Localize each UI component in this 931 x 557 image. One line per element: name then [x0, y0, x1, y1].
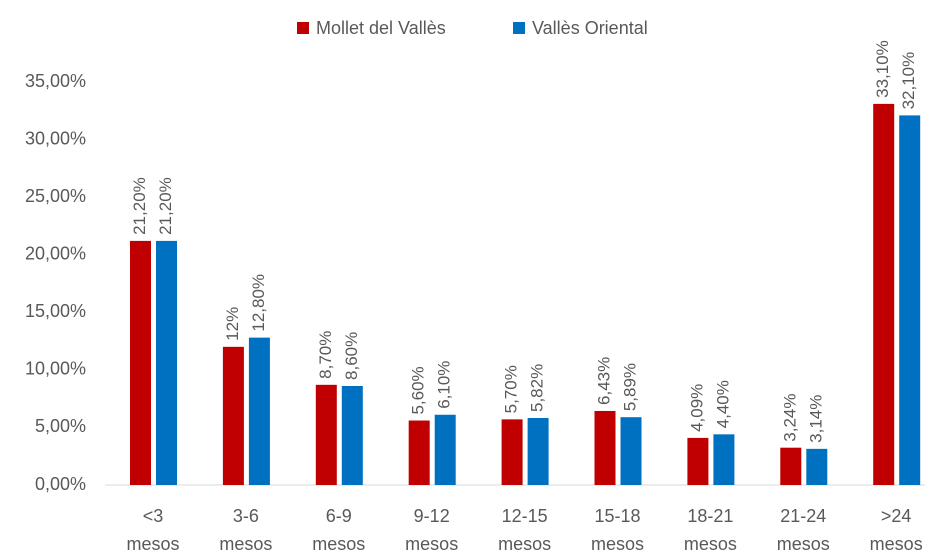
y-tick-label: 5,00% — [35, 416, 86, 436]
value-label: 8,60% — [342, 332, 361, 380]
bar — [527, 417, 549, 485]
legend-swatch — [513, 22, 525, 34]
value-label: 8,70% — [316, 331, 335, 379]
y-tick-label: 25,00% — [25, 186, 86, 206]
x-tick-label: >24 mesos — [869, 506, 923, 554]
y-tick-label: 35,00% — [25, 71, 86, 91]
value-label: 4,40% — [713, 380, 732, 428]
value-label: 4,09% — [687, 384, 706, 432]
value-label: 5,82% — [528, 364, 547, 412]
value-label: 33,10% — [873, 40, 892, 98]
bar — [620, 417, 642, 485]
value-label: 5,70% — [502, 365, 521, 413]
bar — [806, 448, 828, 485]
y-tick-label: 30,00% — [25, 128, 86, 148]
bar — [156, 240, 177, 485]
value-label: 6,43% — [594, 357, 613, 405]
value-label: 3,14% — [806, 395, 825, 443]
legend-swatch — [297, 22, 309, 34]
bar — [501, 419, 523, 485]
value-label: 12,80% — [249, 274, 268, 332]
x-tick-label: 12-15 mesos — [498, 506, 552, 554]
bar — [248, 337, 270, 485]
x-tick-label: 9-12 mesos — [405, 506, 459, 554]
value-label: 21,20% — [130, 177, 149, 235]
y-tick-label: 10,00% — [25, 359, 86, 379]
value-label: 6,10% — [435, 361, 454, 409]
legend-label: Mollet del Vallès — [316, 18, 446, 38]
x-tick-label: 18-21 mesos — [683, 506, 737, 554]
y-tick-label: 20,00% — [25, 243, 86, 263]
bar — [713, 434, 735, 485]
bar — [780, 447, 802, 485]
value-label: 12% — [223, 307, 242, 341]
bar — [873, 103, 895, 486]
y-tick-label: 0,00% — [35, 474, 86, 494]
x-tick-label: 3-6 mesos — [219, 506, 273, 554]
bar — [899, 115, 921, 486]
value-label: 5,60% — [409, 366, 428, 414]
value-label: 32,10% — [899, 52, 918, 110]
value-label: 5,89% — [620, 363, 639, 411]
x-tick-label: 21-24 mesos — [776, 506, 830, 554]
bar — [594, 410, 616, 485]
bar — [687, 437, 709, 485]
bar — [130, 240, 151, 485]
x-tick-label: <3 mesos — [126, 506, 180, 554]
bar — [408, 420, 430, 485]
legend-label: Vallès Oriental — [532, 18, 648, 38]
y-tick-label: 15,00% — [25, 301, 86, 321]
bar — [341, 385, 363, 485]
value-label: 21,20% — [156, 177, 175, 235]
bar — [315, 384, 337, 485]
x-tick-label: 15-18 mesos — [590, 506, 644, 554]
bar — [434, 414, 456, 485]
bar — [222, 346, 244, 485]
value-label: 3,24% — [780, 393, 799, 441]
x-tick-label: 6-9 mesos — [312, 506, 366, 554]
